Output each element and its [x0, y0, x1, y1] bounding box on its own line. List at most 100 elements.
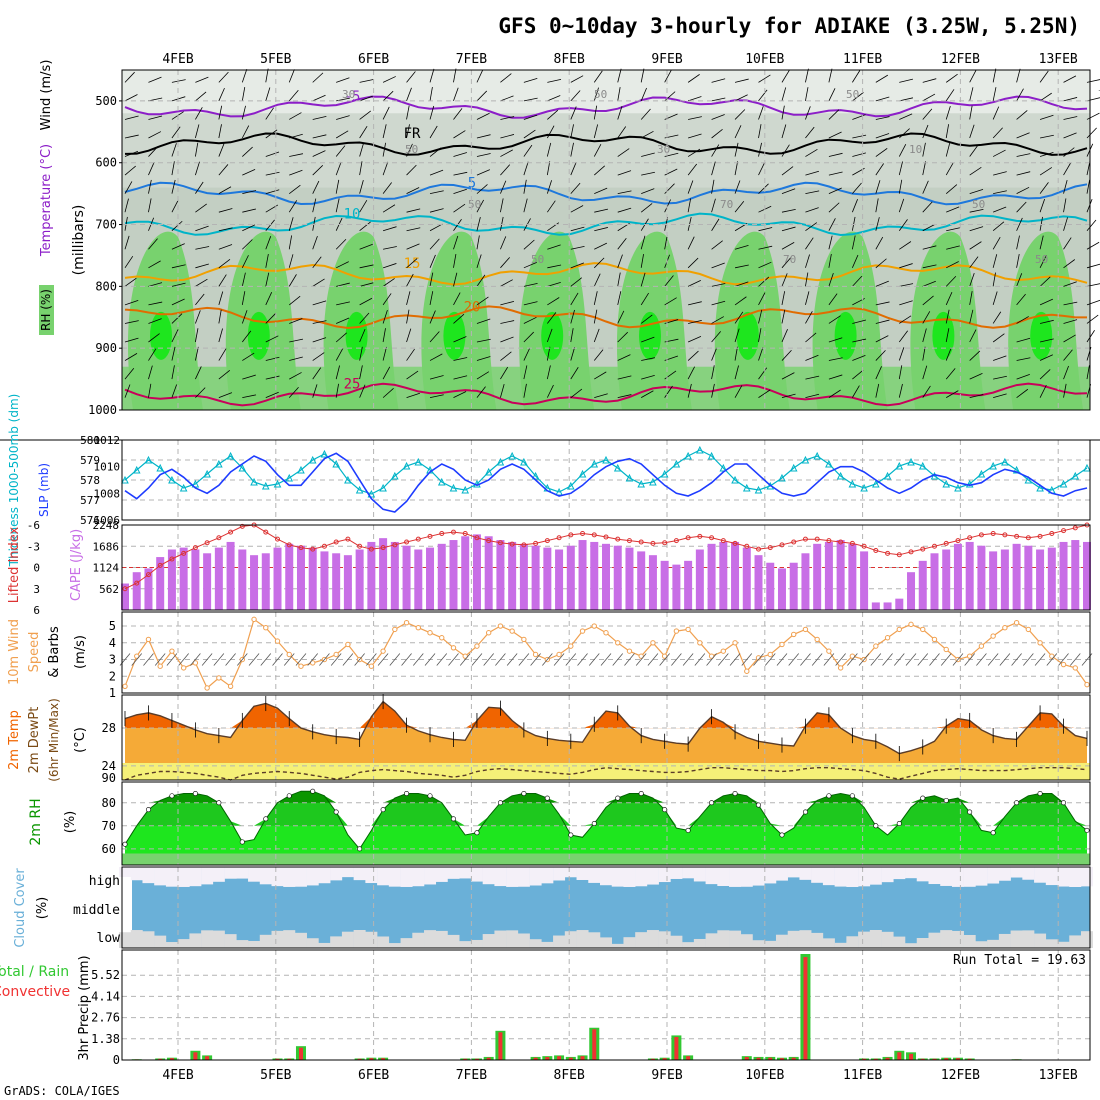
lifted-index-point — [521, 542, 527, 548]
wind-barb — [523, 301, 538, 306]
wind-barb — [429, 375, 444, 380]
wind-barb — [359, 110, 372, 120]
wind-barb — [711, 365, 715, 380]
wind-barb — [922, 180, 929, 194]
wind-barb — [593, 291, 598, 305]
cloud-high-gap — [1022, 867, 1035, 880]
lifted-index-point — [544, 538, 550, 544]
wind-barb — [547, 244, 561, 250]
wind-speed-point — [333, 651, 339, 658]
wind-barb — [805, 170, 819, 176]
cloud-high-gap — [236, 867, 249, 879]
cloud-low-gap — [248, 940, 261, 948]
wind-barb — [664, 91, 676, 102]
lifted-index-point — [333, 539, 339, 545]
wind-barb — [781, 291, 786, 305]
wind-barb — [1016, 88, 1024, 102]
isotherm-label: 5 — [468, 176, 476, 192]
wind-barb — [382, 106, 390, 120]
rh-axis-label: RH (%) — [39, 289, 53, 331]
cape-bar — [519, 543, 528, 610]
precip-convective-bar — [873, 1058, 878, 1060]
wind-barb — [124, 94, 138, 102]
cloud-high-gap — [998, 867, 1011, 881]
wind-barb — [148, 238, 158, 250]
wind-speed-point — [673, 628, 680, 634]
cape-bar — [214, 547, 223, 610]
wind-barb — [828, 272, 834, 287]
rh-point — [450, 816, 456, 822]
wind-barb — [242, 330, 252, 343]
wind-barb — [171, 220, 183, 232]
cape-bar — [167, 549, 176, 610]
wind-barb — [265, 391, 279, 399]
rh-point — [990, 830, 996, 836]
wind-barb — [617, 272, 621, 287]
rh-point — [802, 809, 808, 815]
rh-contour-label: 50 — [846, 88, 859, 101]
thickness-point — [731, 475, 739, 484]
wind-barb — [218, 309, 222, 324]
cloud-high-gap — [951, 867, 964, 887]
wind-barb-10m — [811, 653, 823, 666]
wind-barb — [687, 383, 692, 398]
wind-barb — [1039, 384, 1047, 398]
wind-barb — [641, 130, 654, 139]
thickness-point — [402, 461, 411, 470]
cloud-high-gap — [682, 867, 695, 879]
cloud-high-gap — [130, 867, 143, 881]
wind-barb — [406, 258, 418, 269]
wind-tick-label: 4 — [109, 636, 116, 650]
x-tick-label-top: 10FEB — [745, 52, 784, 67]
wind-barb — [335, 332, 347, 343]
wind-barb — [664, 275, 674, 287]
wind-barb — [406, 105, 410, 120]
wind-barb — [570, 246, 585, 250]
wind-barb — [969, 87, 974, 102]
wind-barb — [241, 255, 249, 268]
wind-axis-label-1: 10m Wind — [7, 619, 22, 685]
cloud-low-gap — [975, 941, 988, 948]
wind-barb — [1086, 299, 1100, 306]
cloud-low-gap — [165, 942, 178, 948]
wind-barb — [218, 227, 233, 232]
wind-speed-point — [837, 665, 844, 671]
wind-barb — [148, 76, 162, 83]
wind-barb — [758, 347, 764, 361]
x-tick-label-top: 11FEB — [843, 52, 882, 67]
wind-barb — [1039, 298, 1053, 306]
wind-barb — [265, 356, 280, 361]
cloud-high-gap — [858, 867, 871, 887]
cape-bar — [449, 540, 458, 610]
wind-barb — [148, 198, 152, 213]
rh-point — [849, 793, 855, 799]
slp-axis-label: SLP (mb) — [37, 463, 51, 517]
isotherm-line — [124, 181, 1088, 206]
wind-barb-10m — [565, 653, 577, 666]
wind-barb — [1086, 112, 1100, 120]
lifted-index-point — [392, 542, 398, 548]
cloud-high-gap — [670, 867, 683, 879]
wind-speed-point — [966, 653, 973, 659]
wind-barb — [453, 313, 465, 324]
wind-barb — [734, 264, 749, 269]
cape-bar — [179, 547, 188, 610]
wind-barb — [382, 346, 387, 361]
wind-barb — [500, 384, 505, 398]
wind-barb — [382, 310, 388, 324]
wind-barb — [429, 291, 434, 305]
wind-barb — [1016, 374, 1030, 380]
wind-barb — [289, 372, 302, 380]
wind-barb — [828, 202, 840, 213]
wind-barb — [664, 183, 675, 194]
cape-bar — [801, 553, 810, 610]
cloud-low-gap — [846, 936, 859, 948]
lifted-index-axis-label: Lifted Index — [7, 526, 22, 603]
wind-barb — [875, 350, 886, 361]
wind-barb — [382, 263, 397, 269]
wind-barb — [218, 164, 229, 176]
temperature-peak-fill — [125, 701, 1087, 729]
wind-barb — [758, 227, 773, 232]
cloud-high-gap — [600, 867, 612, 886]
wind-barb — [289, 356, 303, 361]
